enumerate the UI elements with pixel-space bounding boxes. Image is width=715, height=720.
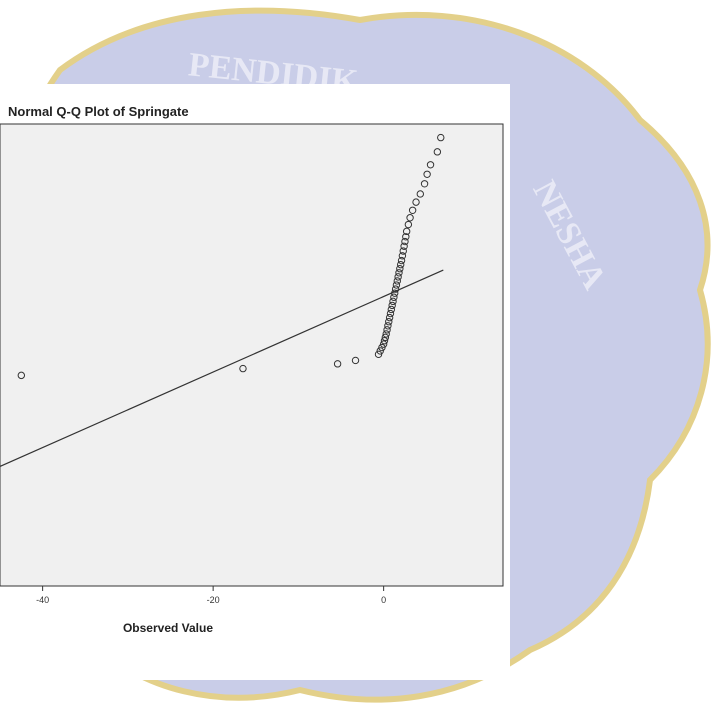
data-point-44	[437, 133, 445, 142]
data-point-2	[333, 360, 342, 368]
data-point-30	[399, 247, 407, 255]
data-point-21	[391, 285, 400, 293]
data-point-38	[412, 198, 420, 206]
data-point-16	[387, 305, 396, 314]
data-point-14	[385, 313, 394, 322]
x-tick-label-2: 0	[381, 595, 386, 605]
x-tick-label-1: -20	[207, 595, 220, 605]
data-point-6	[378, 343, 386, 352]
data-point-4	[374, 350, 383, 359]
data-point-0	[17, 371, 26, 380]
data-point-42	[426, 161, 435, 169]
data-point-43	[433, 148, 442, 156]
reference-line	[0, 269, 444, 467]
data-point-37	[408, 206, 417, 214]
data-point-23	[393, 277, 401, 285]
data-point-20	[391, 289, 399, 297]
data-point-25	[395, 269, 403, 277]
data-point-29	[398, 252, 407, 260]
data-point-10	[382, 330, 390, 338]
chart-panel: -40 -20 0 Observed Value Normal Q-Q Plot o…	[0, 84, 510, 680]
data-point-13	[385, 318, 393, 326]
data-point-19	[390, 293, 398, 301]
data-point-12	[384, 322, 392, 330]
x-axis-ticks: -40 -20 0	[36, 586, 386, 605]
data-point-7	[379, 340, 388, 348]
data-point-24	[394, 273, 402, 281]
data-point-27	[396, 260, 405, 269]
data-point-33	[402, 233, 410, 241]
reference-line-layer	[0, 269, 444, 467]
data-point-26	[396, 265, 404, 273]
data-point-34	[402, 227, 411, 236]
data-point-22	[392, 281, 401, 289]
data-point-15	[386, 309, 395, 318]
x-axis-label: Observed Value	[123, 621, 213, 635]
data-point-9	[381, 333, 390, 342]
data-point-5	[376, 347, 384, 355]
data-point-32	[401, 237, 409, 246]
data-point-3	[351, 356, 360, 365]
data-point-35	[404, 220, 413, 229]
qq-plot: -40 -20 0 Observed Value	[0, 123, 504, 635]
data-point-18	[389, 297, 397, 306]
data-point-31	[400, 242, 408, 250]
chart-title: Normal Q-Q Plot of Springate	[8, 104, 189, 119]
data-point-17	[388, 301, 396, 310]
data-points-layer	[17, 133, 445, 380]
data-point-41	[423, 170, 431, 178]
data-point-11	[383, 326, 391, 334]
data-point-8	[380, 337, 389, 345]
data-point-36	[406, 214, 414, 222]
data-point-40	[420, 180, 429, 188]
data-point-39	[416, 190, 425, 198]
x-tick-label-0: -40	[36, 595, 49, 605]
data-point-28	[397, 256, 406, 265]
data-point-1	[239, 364, 247, 373]
